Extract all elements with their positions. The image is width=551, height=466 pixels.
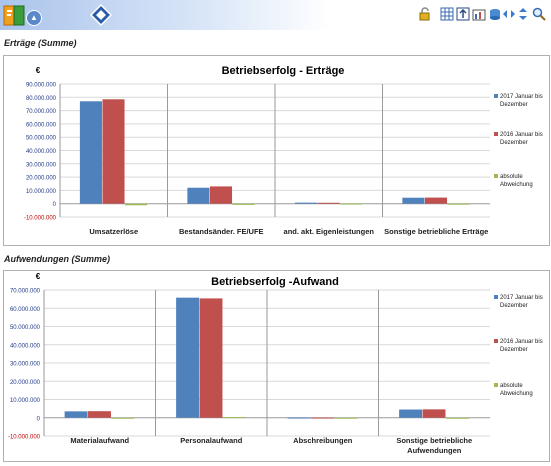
aufwendungen-chart: 70.000.000 60.000.000 50.000.000 40.000.000… (8, 272, 543, 455)
bar (424, 197, 448, 204)
legend-label: Dezember (500, 347, 528, 353)
x-tick-label: Sonstige betriebliche (396, 436, 472, 445)
y-tick-label: 30.000.000 (26, 162, 57, 168)
bar (287, 417, 311, 419)
x-tick-label: Sonstige betriebliche Erträge (384, 227, 488, 236)
y-axis-label: € (36, 272, 41, 281)
y-tick-label: 10.000.000 (10, 398, 41, 404)
chart-title: Betriebserfolg -Aufwand (211, 276, 339, 288)
app-logo-icon[interactable] (3, 4, 27, 27)
y-tick-label: 20.000.000 (10, 380, 41, 386)
y-tick-label: 50.000.000 (26, 136, 57, 142)
bar (402, 197, 425, 204)
x-tick-label: Abschreibungen (293, 436, 353, 445)
y-tick-label: 40.000.000 (26, 149, 57, 155)
legend-label: Dezember (500, 102, 528, 108)
bar (317, 202, 340, 204)
bar (294, 202, 317, 204)
legend-swatch (494, 174, 498, 178)
legend-label: 2017 Januar bis (500, 94, 543, 100)
x-tick-label: Personalaufwand (180, 436, 243, 445)
y-tick-label: 30.000.000 (10, 362, 41, 368)
chart-panel-ertraege: 90.000.000 80.000.000 70.000.000 60.000.000… (3, 55, 550, 246)
x-tick-label: Umsatzerlöse (89, 227, 138, 236)
chart-title: Betriebserfolg - Erträge (222, 65, 345, 77)
bar (311, 417, 334, 419)
diamond-nav-icon[interactable] (90, 4, 112, 26)
bar (445, 417, 469, 419)
legend-label: absolute (500, 174, 523, 180)
y-tick-label: 50.000.000 (10, 325, 41, 331)
toolbar: ▲ (0, 0, 551, 30)
navigate-up-icon[interactable]: ▲ (26, 10, 42, 26)
magnifier-icon[interactable] (532, 7, 546, 21)
bar (102, 99, 125, 204)
y-tick-label: 20.000.000 (26, 176, 57, 182)
database-icon[interactable] (488, 7, 502, 21)
lock-icon[interactable] (418, 7, 432, 21)
bar (88, 411, 111, 418)
legend-swatch (494, 295, 498, 299)
y-tick-label: 60.000.000 (26, 122, 57, 128)
y-tick-label: 0 (53, 202, 57, 208)
bar (222, 417, 246, 419)
legend-label: 2016 Januar bis (500, 132, 543, 138)
legend-label: Abweichung (500, 391, 533, 397)
bar (399, 409, 423, 418)
bar (79, 101, 102, 204)
bar (209, 186, 233, 204)
bar (125, 203, 148, 206)
y-tick-label: 70.000.000 (10, 289, 41, 295)
legend-label: Dezember (500, 140, 528, 146)
grid-chart-icon[interactable] (472, 7, 486, 21)
section-title-ertraege: Erträge (Summe) (4, 38, 77, 48)
bar (111, 417, 135, 419)
table-icon[interactable] (440, 7, 454, 21)
ertraege-chart: 90.000.000 80.000.000 70.000.000 60.000.000… (24, 65, 543, 236)
bar (334, 417, 358, 419)
chart-panel-aufwendungen: 70.000.000 60.000.000 50.000.000 40.000.000… (3, 270, 550, 462)
x-tick-label: Bestandsänder. FE/UFE (179, 227, 264, 236)
bar (422, 409, 446, 418)
y-tick-label: 60.000.000 (10, 307, 41, 313)
legend-swatch (494, 132, 498, 136)
y-tick-label: -10.000.000 (24, 216, 57, 222)
legend-swatch (494, 339, 498, 343)
y-tick-label: 90.000.000 (26, 83, 57, 89)
bar (187, 187, 210, 204)
legend-swatch (494, 94, 498, 98)
y-tick-label: 10.000.000 (26, 189, 57, 195)
bar (199, 298, 223, 418)
bar (447, 203, 470, 205)
export-table-icon[interactable] (456, 7, 470, 21)
y-tick-label: 0 (37, 416, 41, 422)
y-tick-label: 70.000.000 (26, 109, 57, 115)
legend-label: absolute (500, 383, 523, 389)
section-title-aufwendungen: Aufwendungen (Summe) (4, 254, 110, 264)
x-tick-label: Aufwendungen (407, 446, 462, 455)
vertical-arrows-icon[interactable] (516, 7, 530, 21)
legend-label: 2017 Januar bis (500, 295, 543, 301)
legend-label: 2016 Januar bis (500, 339, 543, 345)
legend-label: Abweichung (500, 182, 533, 188)
y-tick-label: 80.000.000 (26, 96, 57, 102)
y-tick-label: -10.000.000 (8, 435, 41, 441)
bar (176, 297, 200, 418)
bar (232, 203, 255, 205)
bar (64, 411, 88, 418)
y-tick-label: 40.000.000 (10, 343, 41, 349)
y-axis-label: € (36, 66, 41, 75)
x-tick-label: Materialaufwand (70, 436, 129, 445)
x-tick-label: and. akt. Eigenleistungen (284, 227, 375, 236)
horizontal-arrows-icon[interactable] (502, 7, 516, 21)
legend-label: Dezember (500, 303, 528, 309)
bar (340, 203, 363, 205)
legend-swatch (494, 383, 498, 387)
